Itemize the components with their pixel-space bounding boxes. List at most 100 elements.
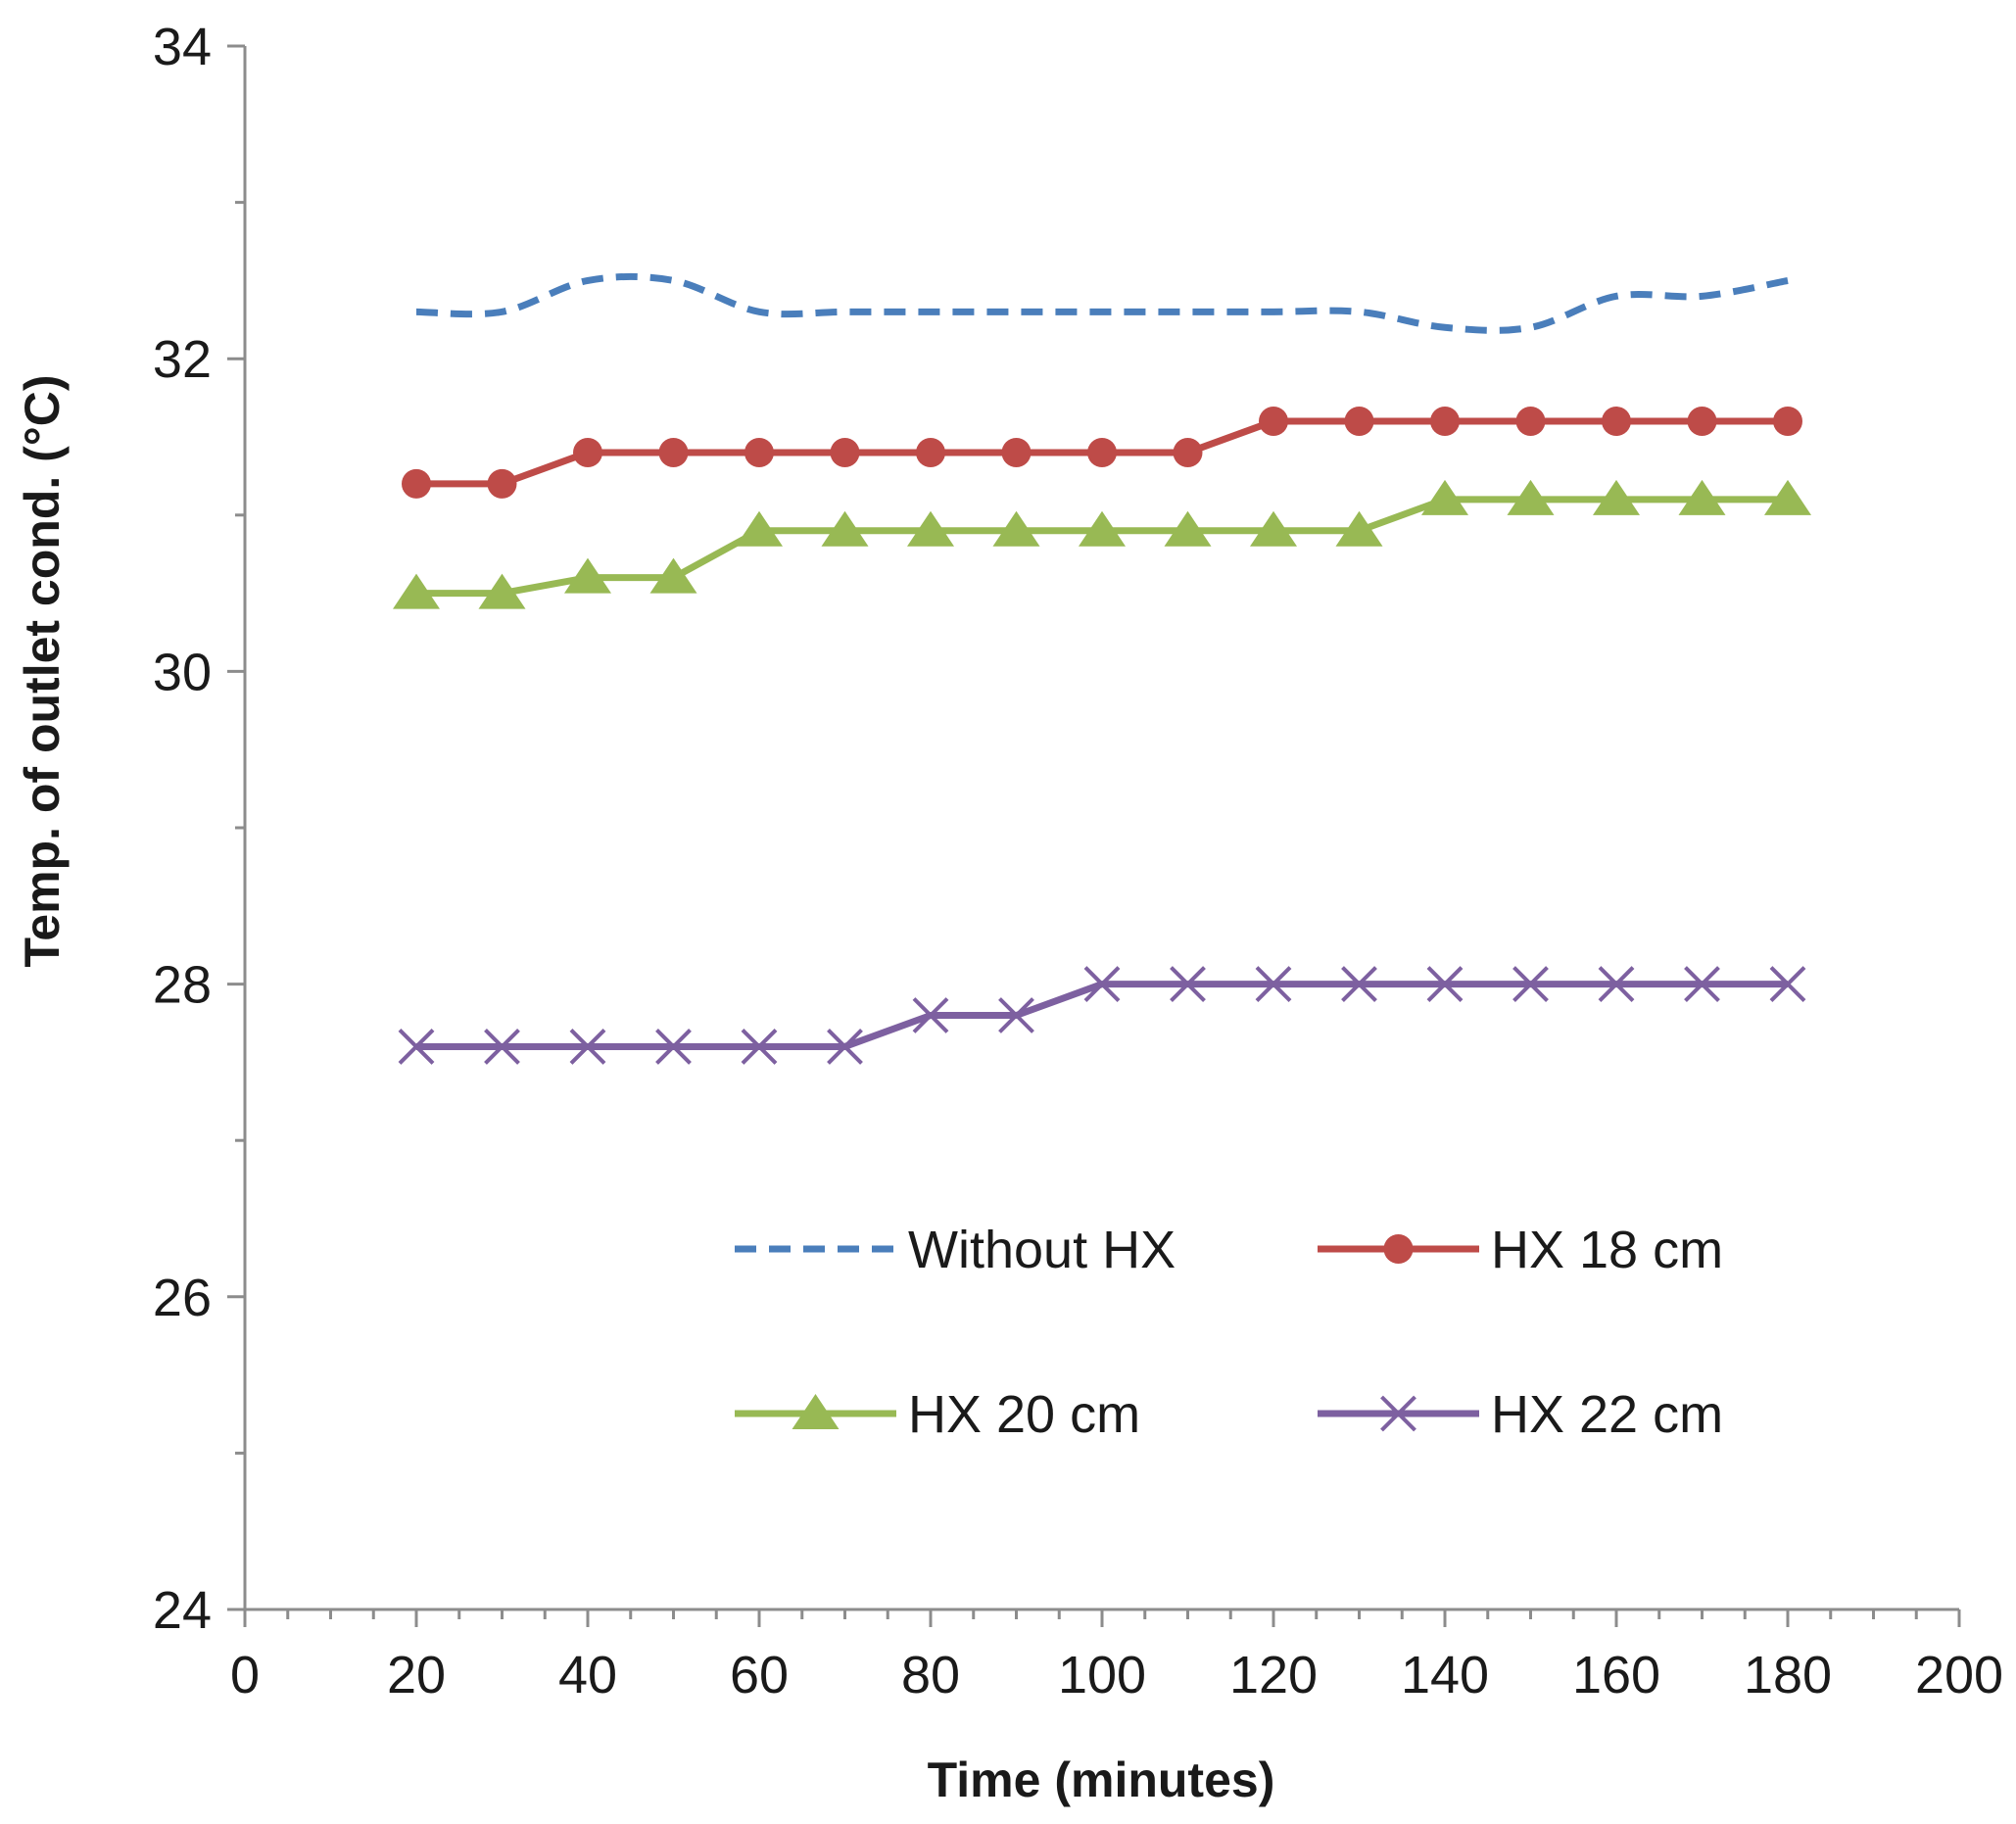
series-hx-22-cm [398,966,1806,1065]
data-point [1430,407,1460,437]
x-marker-stroke [1684,966,1720,1003]
data-point [1593,479,1640,515]
x-marker-stroke [1341,966,1377,1003]
data-point [1170,966,1206,1003]
y-tick-label: 28 [153,956,212,1015]
legend-marker [1383,1234,1414,1264]
data-point [1602,407,1631,437]
series-hx-18-cm [402,407,1802,499]
data-point [1164,510,1212,547]
legend-item: HX 18 cm [1318,1221,1723,1279]
x-tick-label: 140 [1401,1646,1489,1704]
series-layer [393,272,1811,1065]
series-hx-20-cm [393,479,1811,609]
data-point [916,437,945,467]
data-point [1250,510,1297,547]
data-point [741,1029,778,1065]
y-axis-title: Temp. of outlet cond. (°C) [15,374,70,967]
data-point [992,510,1040,547]
legend-marker [1380,1395,1416,1432]
y-tick-label: 26 [153,1269,212,1327]
x-marker-stroke [398,1029,435,1065]
legend-label: HX 22 cm [1491,1385,1723,1444]
data-point [1687,407,1717,437]
x-marker-stroke [1512,966,1549,1003]
legend-label: HX 20 cm [908,1385,1140,1444]
x-tick-label: 60 [730,1646,789,1704]
legend-item: Without HX [735,1221,1176,1279]
x-marker-stroke [1170,966,1206,1003]
x-tick-label: 20 [387,1646,446,1704]
x-marker-stroke [1598,966,1635,1003]
x-marker-stroke [655,1029,692,1065]
data-point [478,573,526,609]
x-marker-stroke [484,1029,520,1065]
legend-item: HX 20 cm [735,1385,1140,1444]
data-point [821,510,869,547]
y-tick-label: 24 [153,1581,212,1640]
data-point [1087,437,1117,467]
data-point [1259,407,1288,437]
data-point [744,437,774,467]
data-point [402,468,431,499]
data-point [1083,966,1121,1003]
data-point [998,997,1034,1033]
x-tick-label: 40 [558,1646,617,1704]
y-tick-label: 34 [153,18,212,76]
x-marker-stroke [569,1029,606,1065]
x-tick-label: 120 [1229,1646,1318,1704]
x-marker-stroke [741,1029,778,1065]
data-point [1684,966,1720,1003]
x-tick-label: 200 [1915,1646,2003,1704]
y-tick-label: 32 [153,330,212,389]
data-point [1426,966,1464,1003]
series-without-hx [415,272,1789,334]
x-marker-stroke [1769,966,1806,1003]
data-point [484,1029,520,1065]
data-point [1173,437,1203,467]
data-point [1344,407,1374,437]
data-point [1421,479,1468,515]
x-marker-stroke [827,1029,863,1065]
x-axis-title: Time (minutes) [928,1752,1275,1807]
data-point [912,997,949,1033]
x-tick-label: 100 [1058,1646,1146,1704]
data-point [1678,479,1726,515]
data-point [1512,966,1549,1003]
data-point [907,510,954,547]
data-point [1001,437,1032,467]
data-point [393,573,440,609]
x-marker-stroke [1426,966,1464,1003]
data-point [830,437,860,467]
x-marker-stroke [998,997,1034,1033]
data-point [1335,510,1383,547]
data-point [1341,966,1377,1003]
data-point [398,1029,435,1065]
axes: 24 26 28 30 32 34 0 20 40 60 80 100 120 140 160 180 200 [153,18,2003,1704]
data-point [569,1029,606,1065]
data-point [1079,510,1126,547]
data-point [658,437,689,467]
legend-marker [792,1394,840,1429]
data-point [1255,966,1292,1003]
x-marker-stroke [1380,1395,1416,1432]
data-point [487,468,517,499]
data-point [655,1029,692,1065]
x-tick-label: 180 [1744,1646,1832,1704]
x-marker-stroke [1083,966,1121,1003]
legend-label: Without HX [908,1221,1176,1279]
x-marker-stroke [912,997,949,1033]
x-tick-label: 160 [1572,1646,1660,1704]
legend-item: HX 22 cm [1318,1385,1723,1444]
y-tick-label: 30 [153,643,212,701]
data-point [1515,407,1546,437]
series-line [415,272,1789,334]
x-tick-label: 80 [901,1646,960,1704]
data-point [1507,479,1555,515]
data-point [1769,966,1806,1003]
data-point [1773,407,1802,437]
x-tick-label: 0 [230,1646,260,1704]
data-point [649,557,697,594]
